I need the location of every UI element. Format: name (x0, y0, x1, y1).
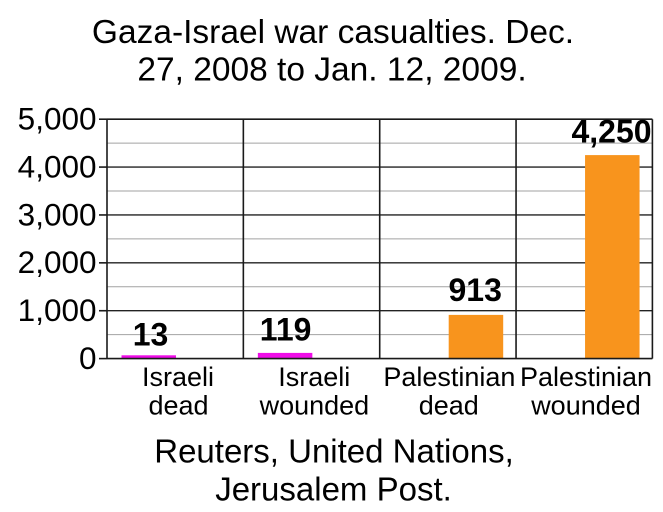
svg-text:2,000: 2,000 (18, 244, 97, 280)
svg-text:1,000: 1,000 (18, 292, 97, 328)
svg-text:Reuters, United Nations,: Reuters, United Nations, (154, 433, 514, 470)
svg-text:4,250: 4,250 (571, 114, 651, 150)
svg-text:5,000: 5,000 (18, 101, 97, 137)
svg-text:dead: dead (148, 391, 208, 421)
svg-text:Israeli: Israeli (142, 362, 214, 392)
svg-text:4,000: 4,000 (18, 148, 97, 184)
svg-text:wounded: wounded (530, 391, 641, 421)
svg-text:0: 0 (79, 340, 97, 376)
svg-text:27, 2008 to Jan. 12, 2009.: 27, 2008 to Jan. 12, 2009. (137, 52, 526, 89)
svg-text:13: 13 (133, 316, 169, 352)
svg-text:3,000: 3,000 (18, 196, 97, 232)
svg-text:dead: dead (419, 391, 479, 421)
svg-text:Palestinian: Palestinian (520, 362, 652, 392)
svg-text:wounded: wounded (259, 391, 370, 421)
svg-text:913: 913 (449, 272, 502, 308)
svg-text:Jerusalem Post.: Jerusalem Post. (215, 471, 452, 508)
svg-text:119: 119 (260, 312, 312, 348)
svg-text:Palestinian: Palestinian (383, 362, 515, 392)
svg-text:Gaza-Israel war casualties. De: Gaza-Israel war casualties. Dec. (92, 14, 574, 51)
svg-text:Israeli: Israeli (278, 362, 350, 392)
